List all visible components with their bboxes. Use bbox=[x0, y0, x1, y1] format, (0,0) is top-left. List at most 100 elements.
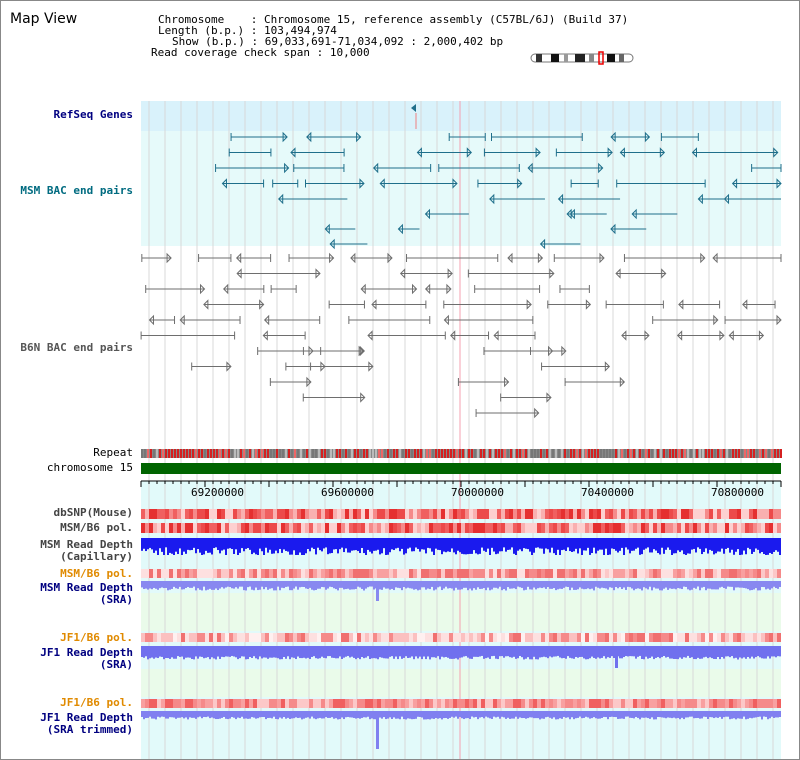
dbsnp-heat-cell bbox=[541, 509, 545, 519]
msm-capillary-depth-bar bbox=[581, 538, 583, 555]
jf1-sra-depth-bar bbox=[159, 646, 161, 657]
dbsnp-heat-cell bbox=[525, 509, 529, 519]
jf1-sra-depth-bar bbox=[739, 646, 741, 658]
jf1-sra-trimmed-depth-bar bbox=[271, 711, 273, 719]
track-label-msm-b6-pol[interactable]: MSM/B6 pol. bbox=[60, 521, 133, 534]
msm-pol-heat-cell bbox=[517, 523, 521, 533]
jf1-pol-heat-cell bbox=[189, 633, 193, 642]
track-label-refseq[interactable]: RefSeq Genes bbox=[53, 108, 133, 121]
jf1-sra-depth-bar bbox=[565, 646, 567, 659]
jf1-sra-depth-bar bbox=[281, 646, 283, 660]
jf1-pol2-heat-cell bbox=[537, 699, 541, 708]
msm-bac-pair-end bbox=[731, 178, 738, 189]
jf1-sra-trimmed-depth-bar bbox=[287, 711, 289, 718]
msm-sra-depth-bar bbox=[767, 581, 769, 589]
msm-pol-heat-cell bbox=[645, 523, 649, 533]
jf1-pol2-heat-cell bbox=[761, 699, 765, 708]
jf1-sra-depth-bar bbox=[521, 646, 523, 658]
msm-capillary-depth-bar bbox=[415, 538, 417, 548]
msm-bac-pair-end bbox=[539, 238, 546, 250]
dbsnp-heat-cell bbox=[701, 509, 705, 519]
jf1-pol2-heat-cell bbox=[605, 699, 609, 708]
jf1-sra-trimmed-depth-bar bbox=[161, 711, 163, 717]
track-label-msm-b6-pol-2[interactable]: MSM/B6 pol. bbox=[60, 567, 133, 580]
msm-sra-depth-bar bbox=[407, 581, 409, 588]
jf1-sra-depth-bar bbox=[391, 646, 393, 657]
jf1-sra-trimmed-depth-bar bbox=[283, 711, 285, 718]
msm-pol-heat-cell bbox=[197, 523, 201, 533]
b6n-bac-pair-end bbox=[368, 361, 374, 372]
jf1-pol-heat-cell bbox=[529, 633, 533, 642]
track-label-msm-depth-capillary[interactable]: MSM Read Depth (Capillary) bbox=[40, 538, 133, 563]
msm-sra-depth-bar bbox=[565, 581, 567, 587]
track-label-msm-bac[interactable]: MSM BAC end pairs bbox=[20, 184, 133, 197]
msm-pol2-heat-cell bbox=[157, 569, 161, 578]
jf1-sra-trimmed-depth-bar bbox=[243, 711, 245, 719]
b6n-bac-pair-end bbox=[179, 314, 185, 326]
track-label-jf1-depth-1[interactable]: JF1 Read Depth (SRA) bbox=[40, 646, 133, 671]
dbsnp-heat-cell bbox=[769, 509, 773, 519]
jf1-sra-depth-bar bbox=[355, 646, 357, 660]
track-label-jf1-pol-1[interactable]: JF1/B6 pol. bbox=[60, 631, 133, 644]
jf1-pol-heat-cell bbox=[405, 633, 409, 642]
msm-sra-depth-bar bbox=[299, 581, 301, 588]
msm-pol2-heat-cell bbox=[257, 569, 261, 578]
jf1-sra-depth-bar bbox=[591, 646, 593, 657]
jf1-sra-trimmed-depth-bar bbox=[569, 711, 571, 720]
jf1-sra-trimmed-depth-bar bbox=[391, 711, 393, 719]
jf1-pol-heat-cell bbox=[141, 633, 145, 642]
msm-pol2-heat-cell bbox=[361, 569, 365, 578]
msm-pol2-heat-cell bbox=[301, 569, 305, 578]
jf1-sra-trimmed-depth-bar bbox=[209, 711, 211, 719]
msm-capillary-depth-bar bbox=[677, 538, 679, 551]
msm-pol-heat-cell bbox=[165, 523, 169, 533]
jf1-pol2-heat-cell bbox=[329, 699, 333, 708]
track-label-msm-depth-sra[interactable]: MSM Read Depth (SRA) bbox=[40, 581, 133, 606]
msm-pol2-heat-cell bbox=[769, 569, 773, 578]
msm-pol2-heat-cell bbox=[545, 569, 549, 578]
jf1-pol2-heat-cell bbox=[437, 699, 441, 708]
dbsnp-heat-cell bbox=[141, 509, 145, 519]
track-label-jf1-pol-2[interactable]: JF1/B6 pol. bbox=[60, 696, 133, 709]
dbsnp-heat-cell bbox=[413, 509, 417, 519]
jf1-sra-trimmed-depth-bar bbox=[185, 711, 187, 718]
jf1-pol2-heat-cell bbox=[325, 699, 329, 708]
msm-capillary-depth-bar bbox=[203, 538, 205, 555]
jf1-sra-trimmed-depth-bar bbox=[389, 711, 391, 718]
jf1-sra-depth-bar bbox=[651, 646, 653, 657]
msm-bac-pair-end bbox=[282, 131, 288, 143]
dbsnp-heat-cell bbox=[261, 509, 265, 519]
jf1-sra-trimmed-depth-bar bbox=[469, 711, 471, 720]
jf1-pol2-heat-cell bbox=[365, 699, 369, 708]
jf1-pol-heat-cell bbox=[745, 633, 749, 642]
msm-sra-depth-bar bbox=[337, 581, 339, 591]
jf1-pol-heat-cell bbox=[349, 633, 353, 642]
msm-capillary-depth-bar bbox=[471, 538, 473, 554]
msm-pol-heat-cell bbox=[673, 523, 677, 533]
msm-sra-depth-bar bbox=[445, 581, 447, 587]
jf1-sra-trimmed-depth-bar bbox=[557, 711, 559, 720]
jf1-pol2-heat-cell bbox=[625, 699, 629, 708]
msm-sra-depth-bar bbox=[409, 581, 411, 589]
msm-pol-heat-cell bbox=[553, 523, 557, 533]
jf1-sra-trimmed-depth-bar bbox=[537, 711, 539, 719]
jf1-sra-trimmed-depth-bar bbox=[573, 711, 575, 720]
msm-capillary-depth-bar bbox=[219, 538, 221, 554]
jf1-sra-trimmed-depth-bar bbox=[417, 711, 419, 717]
msm-capillary-depth-bar bbox=[735, 538, 737, 552]
msm-pol-heat-cell bbox=[717, 523, 721, 533]
track-label-b6n-bac[interactable]: B6N BAC end pairs bbox=[20, 341, 133, 354]
jf1-sra-depth-bar bbox=[559, 646, 561, 658]
jf1-sra-depth-bar bbox=[163, 646, 165, 660]
track-label-dbsnp[interactable]: dbSNP(Mouse) bbox=[53, 506, 133, 519]
jf1-pol2-heat-cell bbox=[369, 699, 373, 708]
jf1-sra-depth-bar bbox=[743, 646, 745, 658]
jf1-sra-trimmed-depth-bar bbox=[427, 711, 429, 720]
jf1-sra-depth-bar bbox=[181, 646, 183, 657]
jf1-pol-heat-cell bbox=[469, 633, 473, 642]
msm-sra-depth-bar bbox=[289, 581, 291, 591]
jf1-pol-heat-cell bbox=[325, 633, 329, 642]
track-label-jf1-depth-2[interactable]: JF1 Read Depth (SRA trimmed) bbox=[40, 711, 133, 736]
jf1-sra-trimmed-depth-bar bbox=[743, 711, 745, 717]
